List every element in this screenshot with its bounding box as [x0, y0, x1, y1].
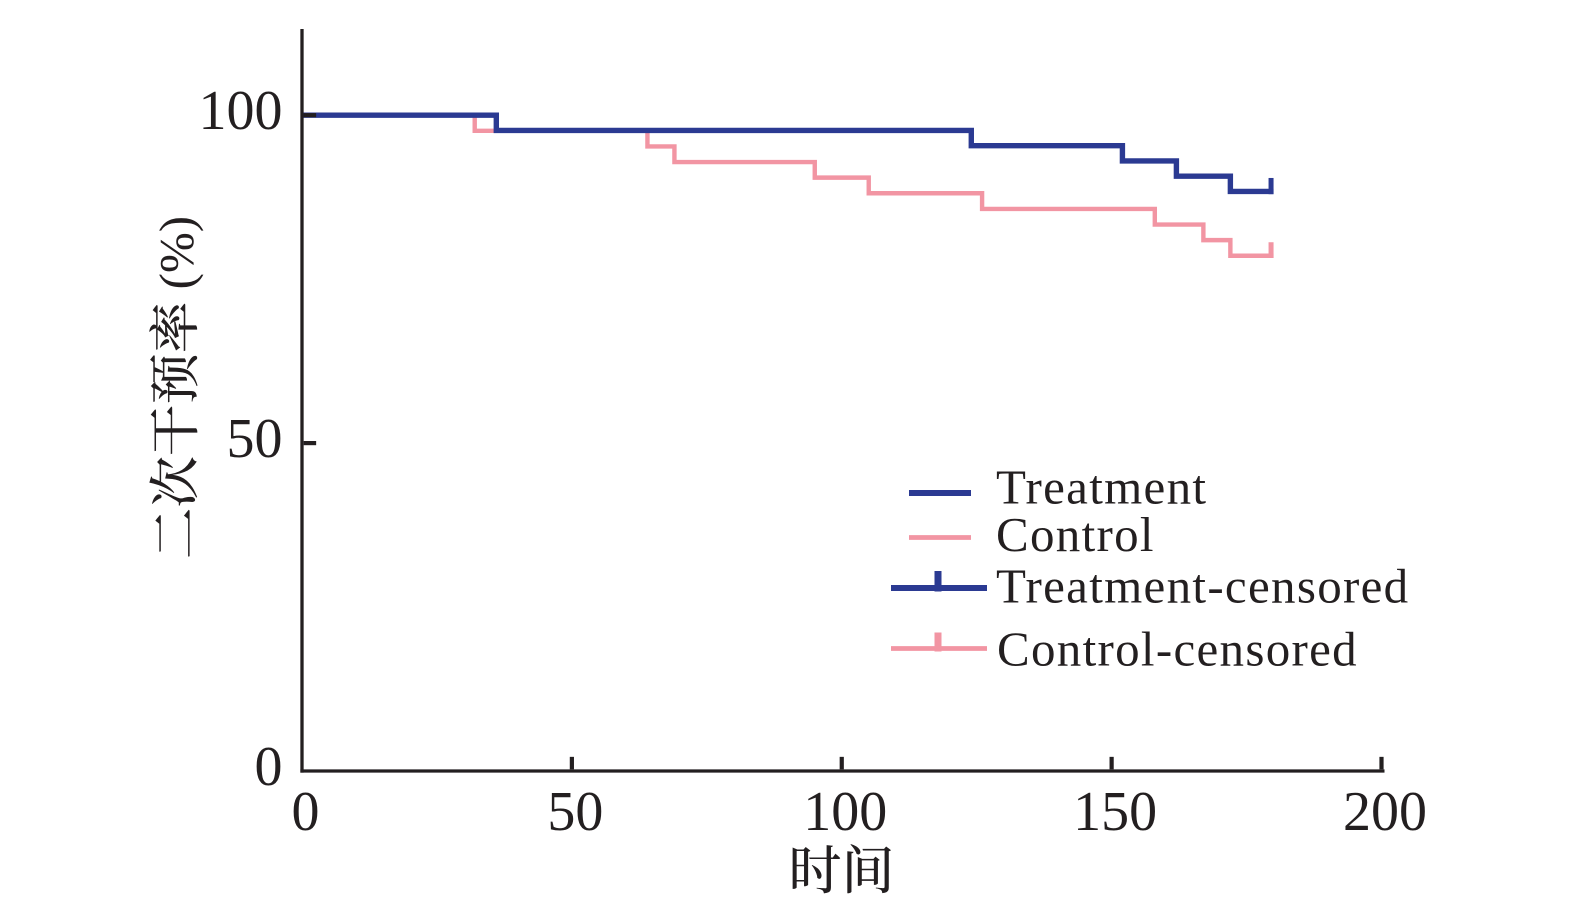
x-axis-title-cjk-glyph [792, 845, 841, 894]
legend-label-3: Control-censored [997, 622, 1358, 677]
x-axis-title-cjk-glyph [847, 844, 892, 894]
y-axis-title-cjk-glyph [149, 457, 198, 506]
x-tick-label-200: 200 [1343, 781, 1427, 843]
y-axis-title-cjk-glyph [149, 303, 198, 352]
series-control-curve [302, 113, 1274, 258]
y-tick-label-100: 100 [199, 80, 283, 142]
legend-censor-tick-3 [934, 632, 942, 652]
legend-label-2: Treatment-censored [996, 559, 1409, 614]
series-treatment-curve [302, 112, 1274, 195]
x-tick-label-0: 0 [292, 781, 320, 843]
legend-item-treatment-censored: Treatment-censored [891, 559, 1409, 614]
legend-item-treatment: Treatment [909, 460, 1207, 515]
legend-censor-tick-2 [934, 571, 942, 592]
y-tick-label-0: 0 [255, 736, 283, 798]
y-tick-label-50: 50 [227, 408, 283, 470]
x-tick-label-50: 50 [547, 781, 603, 843]
legend-item-control: Control [909, 507, 1155, 562]
y-axis-title-cjk-glyph [150, 355, 198, 403]
series-treatment-censor-mark [1268, 177, 1274, 195]
y-axis-title: (%) [149, 216, 204, 557]
x-axis-title [792, 844, 892, 894]
y-axis-title-cjk-glyph [155, 509, 190, 557]
legend-label-1: Control [996, 507, 1155, 562]
x-tick-label-150: 150 [1073, 781, 1157, 843]
y-axis-title-cjk-glyph [150, 406, 198, 455]
x-tick-label-100: 100 [803, 781, 887, 843]
y-axis-title-latin-text: (%) [149, 216, 204, 289]
legend-item-control-censored: Control-censored [891, 622, 1358, 677]
series-control-censor-mark [1268, 242, 1274, 258]
legend-label-0: Treatment [996, 460, 1207, 515]
